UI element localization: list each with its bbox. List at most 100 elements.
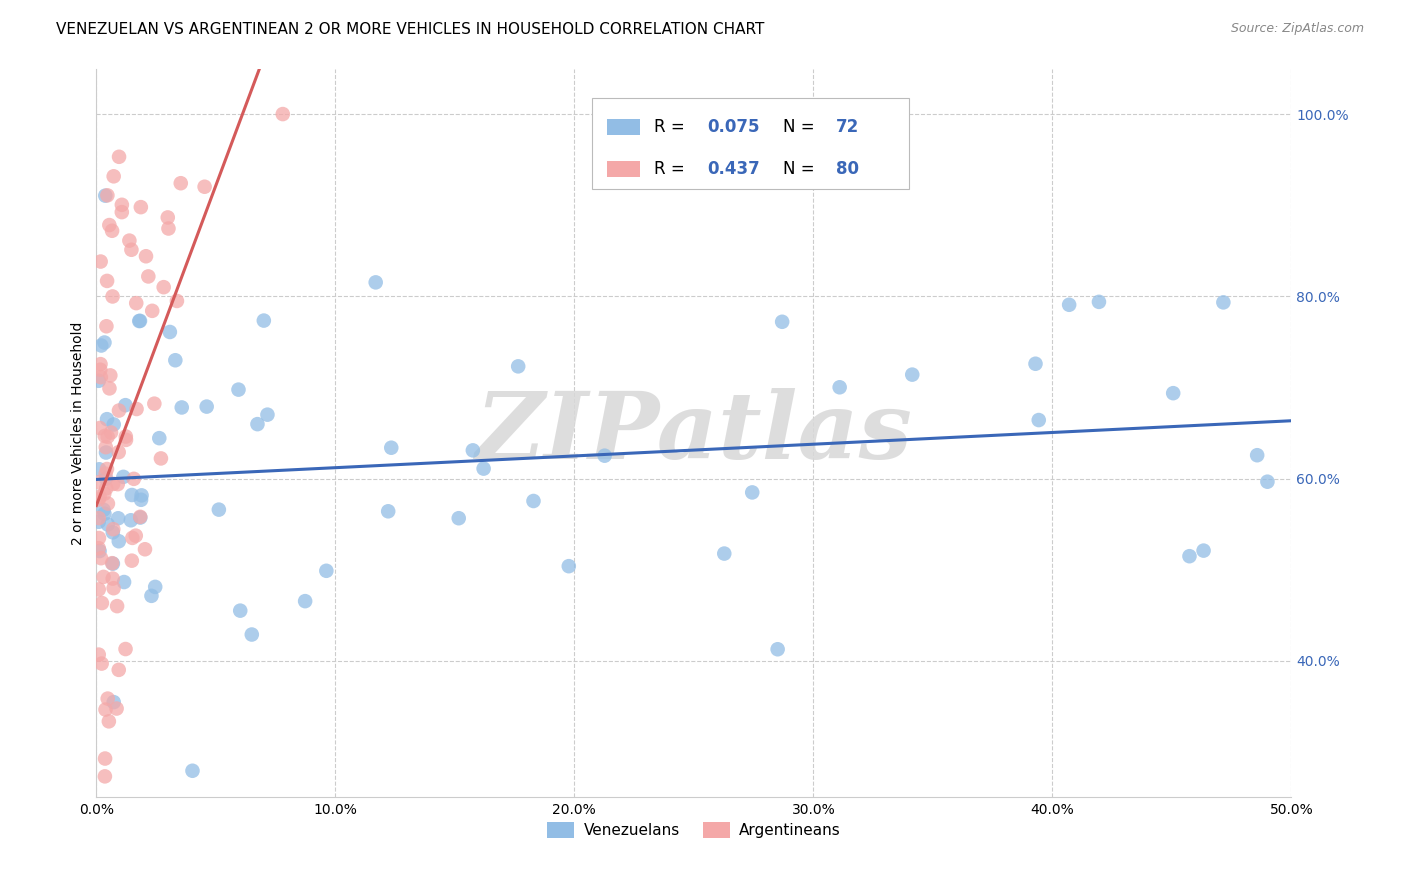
Point xyxy=(96,412,118,426)
Point xyxy=(100,425,122,440)
Point xyxy=(98,381,121,395)
Point xyxy=(90,370,112,384)
Point xyxy=(107,445,129,459)
Point xyxy=(766,642,789,657)
Point xyxy=(107,534,129,549)
Point xyxy=(741,485,763,500)
Point xyxy=(114,398,136,412)
Point xyxy=(134,542,156,557)
Point xyxy=(94,429,117,443)
Point xyxy=(713,547,735,561)
Point xyxy=(101,476,124,491)
Point xyxy=(97,497,120,511)
Point xyxy=(156,211,179,225)
Point xyxy=(472,461,495,475)
Point xyxy=(90,596,112,610)
Point xyxy=(121,488,143,502)
Point xyxy=(93,570,115,584)
Point xyxy=(94,702,117,716)
Point xyxy=(593,449,616,463)
Point xyxy=(1256,475,1278,489)
Point xyxy=(1178,549,1201,564)
Point xyxy=(105,701,128,715)
Point xyxy=(121,531,143,545)
Point xyxy=(94,751,117,765)
Point xyxy=(94,440,117,454)
Point xyxy=(89,462,111,476)
Point xyxy=(152,280,174,294)
Point xyxy=(96,188,118,202)
Point xyxy=(114,642,136,657)
Point xyxy=(118,234,141,248)
Point xyxy=(170,176,193,190)
Y-axis label: 2 or more Vehicles in Household: 2 or more Vehicles in Household xyxy=(72,321,86,545)
Point xyxy=(194,179,217,194)
Point xyxy=(149,451,172,466)
Point xyxy=(87,374,110,388)
Point xyxy=(87,582,110,597)
Point xyxy=(98,368,121,383)
Point xyxy=(107,663,129,677)
FancyBboxPatch shape xyxy=(592,98,908,189)
Point xyxy=(1088,294,1111,309)
Point xyxy=(159,325,181,339)
Point xyxy=(229,604,252,618)
Point xyxy=(96,481,118,495)
Text: 0.437: 0.437 xyxy=(707,160,759,178)
Point xyxy=(101,557,124,571)
Point xyxy=(364,276,387,290)
Text: Source: ZipAtlas.com: Source: ZipAtlas.com xyxy=(1230,22,1364,36)
Point xyxy=(170,401,193,415)
Point xyxy=(94,188,117,202)
Point xyxy=(1024,357,1046,371)
Text: 72: 72 xyxy=(837,118,859,136)
FancyBboxPatch shape xyxy=(606,119,640,135)
Point xyxy=(87,531,110,545)
Point xyxy=(90,551,112,566)
Point xyxy=(103,417,125,432)
Point xyxy=(901,368,924,382)
Point xyxy=(141,589,163,603)
Point xyxy=(94,471,117,485)
Point xyxy=(96,274,118,288)
Point xyxy=(93,487,115,501)
Point xyxy=(93,507,115,521)
Point xyxy=(115,433,138,447)
Point xyxy=(120,513,142,527)
Point xyxy=(87,541,110,556)
Point xyxy=(508,359,530,374)
Point xyxy=(87,515,110,529)
Text: ZIPatlas: ZIPatlas xyxy=(475,388,912,478)
Point xyxy=(103,169,125,184)
Text: N =: N = xyxy=(783,118,820,136)
Point xyxy=(121,554,143,568)
Point xyxy=(828,380,851,394)
Point xyxy=(522,494,544,508)
Text: 0.075: 0.075 xyxy=(707,118,759,136)
Point xyxy=(129,509,152,524)
Point xyxy=(89,544,111,558)
Point xyxy=(125,529,148,543)
Point xyxy=(461,443,484,458)
Text: VENEZUELAN VS ARGENTINEAN 2 OR MORE VEHICLES IN HOUSEHOLD CORRELATION CHART: VENEZUELAN VS ARGENTINEAN 2 OR MORE VEHI… xyxy=(56,22,765,37)
Point xyxy=(1057,298,1080,312)
Point xyxy=(96,462,118,476)
Point xyxy=(558,559,581,574)
Point xyxy=(108,403,131,417)
Point xyxy=(195,400,218,414)
Point xyxy=(377,504,399,518)
Legend: Venezuelans, Argentineans: Venezuelans, Argentineans xyxy=(540,816,846,845)
Point xyxy=(143,397,166,411)
Point xyxy=(1028,413,1050,427)
Point xyxy=(447,511,470,525)
Point xyxy=(101,572,124,586)
Point xyxy=(112,470,135,484)
Point xyxy=(94,467,117,481)
FancyBboxPatch shape xyxy=(606,161,640,177)
Text: N =: N = xyxy=(783,160,820,178)
Point xyxy=(107,477,129,491)
Point xyxy=(97,691,120,706)
Text: 80: 80 xyxy=(837,160,859,178)
Point xyxy=(135,249,157,263)
Point xyxy=(103,581,125,595)
